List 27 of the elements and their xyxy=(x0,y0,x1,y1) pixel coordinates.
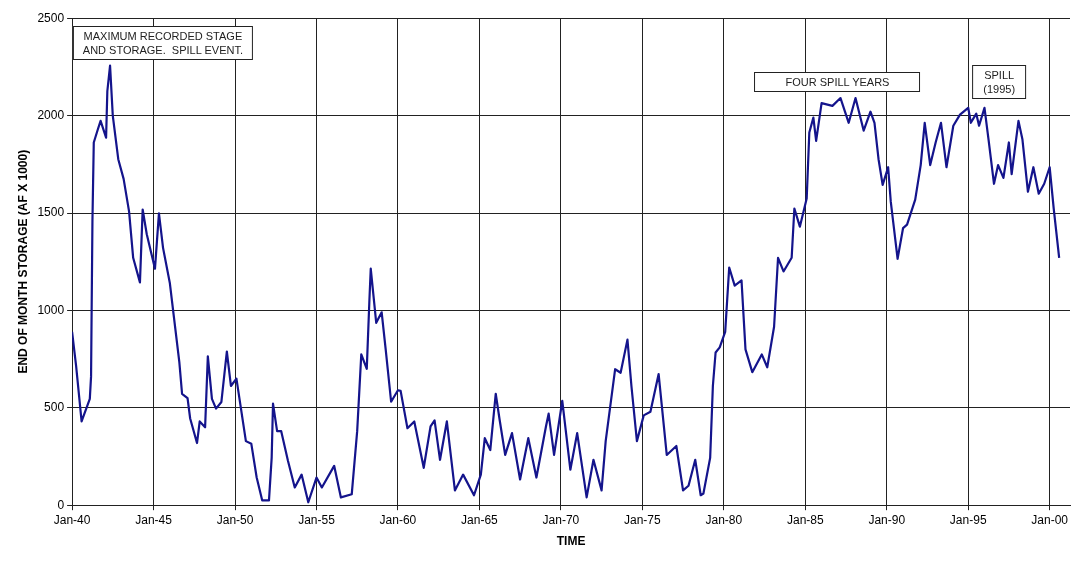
y-tick-label: 2000 xyxy=(37,107,65,122)
annotation: MAXIMUM RECORDED STAGE AND STORAGE. SPILL EVENT. xyxy=(82,28,243,57)
note-box: FOUR SPILL YEARS xyxy=(754,71,921,92)
x-tick-label: Jan-65 xyxy=(461,512,499,527)
x-tick-label: Jan-85 xyxy=(786,512,824,527)
annotation: FOUR SPILL YEARS xyxy=(785,74,890,89)
x-tick-label: Jan-95 xyxy=(949,512,987,527)
note-box: MAXIMUM RECORDED STAGE AND STORAGE. SPILL EVENT. xyxy=(72,25,253,60)
note-box: SPILL (1995) xyxy=(972,64,1027,99)
x-tick-label: Jan-70 xyxy=(542,512,580,527)
x-tick-label: Jan-80 xyxy=(705,512,743,527)
x-tick-label: Jan-40 xyxy=(53,512,91,527)
y-tick-label: 500 xyxy=(44,400,65,415)
x-tick-label: Jan-00 xyxy=(1031,512,1069,527)
y-tick-label: 1500 xyxy=(37,205,65,220)
y-tick-label: 0 xyxy=(57,497,65,512)
x-tick-label: Jan-90 xyxy=(868,512,906,527)
y-tick-label: 2500 xyxy=(37,10,65,25)
x-tick-label: Jan-75 xyxy=(624,512,662,527)
x-tick-label: Jan-45 xyxy=(135,512,173,527)
annotation: SPILL (1995) xyxy=(983,67,1016,96)
x-tick-label: Jan-55 xyxy=(298,512,336,527)
x-axis-title: TIME xyxy=(556,534,586,549)
y-tick-label: 1000 xyxy=(37,302,65,317)
x-tick-label: Jan-60 xyxy=(379,512,417,527)
x-tick-label: Jan-50 xyxy=(216,512,254,527)
y-axis-title: END OF MONTH STORAGE (AF X 1000) xyxy=(15,149,30,374)
